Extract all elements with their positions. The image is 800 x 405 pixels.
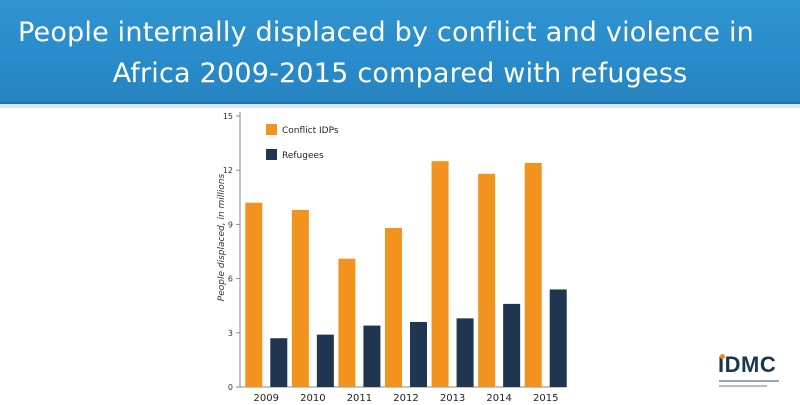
y-tick-label: 12 bbox=[223, 166, 233, 175]
bar-refugees bbox=[316, 334, 334, 387]
title-banner: People internally displaced by conflict … bbox=[0, 0, 800, 105]
logo-dot bbox=[720, 354, 725, 359]
bar-conflict-idps bbox=[245, 202, 263, 387]
y-tick-label: 3 bbox=[228, 329, 233, 338]
y-axis-label: People displaced, in millions bbox=[217, 174, 227, 302]
y-tick-label: 6 bbox=[228, 275, 233, 284]
bar-conflict-idps bbox=[431, 161, 449, 387]
legend-swatch bbox=[266, 149, 277, 160]
banner-title-line-1: People internally displaced by conflict … bbox=[18, 17, 754, 48]
y-tick-label: 0 bbox=[228, 383, 233, 392]
bar-refugees bbox=[363, 325, 381, 387]
bar-conflict-idps bbox=[291, 209, 309, 387]
legend-label: Conflict IDPs bbox=[282, 126, 339, 136]
banner-divider bbox=[0, 104, 800, 108]
bar-conflict-idps bbox=[478, 173, 496, 387]
x-tick-label: 2011 bbox=[347, 393, 372, 404]
logo-tagline-line bbox=[719, 385, 767, 387]
banner-title-line-2: Africa 2009-2015 compared with refugess bbox=[112, 58, 688, 89]
logo-tagline-line bbox=[719, 380, 779, 382]
bar-refugees bbox=[456, 318, 474, 387]
bar-refugees bbox=[549, 289, 567, 387]
y-tick-label: 9 bbox=[228, 220, 233, 229]
x-tick-label: 2010 bbox=[300, 393, 325, 404]
y-tick-label: 15 bbox=[223, 112, 233, 121]
x-tick-label: 2009 bbox=[254, 393, 279, 404]
logo-text: IDMC bbox=[718, 352, 777, 377]
bar-conflict-idps bbox=[385, 228, 402, 387]
bar-refugees bbox=[270, 338, 288, 387]
idmc-logo: IDMC bbox=[716, 352, 796, 398]
x-tick-label: 2012 bbox=[393, 393, 418, 404]
legend-label: Refugees bbox=[282, 151, 324, 161]
bar-conflict-idps bbox=[524, 162, 542, 387]
bar-refugees bbox=[503, 303, 521, 387]
legend-swatch bbox=[266, 124, 277, 135]
x-tick-label: 2013 bbox=[440, 393, 465, 404]
bar-conflict-idps bbox=[338, 258, 356, 387]
x-tick-label: 2015 bbox=[533, 393, 558, 404]
bar-refugees bbox=[410, 321, 427, 387]
x-tick-label: 2014 bbox=[486, 393, 511, 404]
